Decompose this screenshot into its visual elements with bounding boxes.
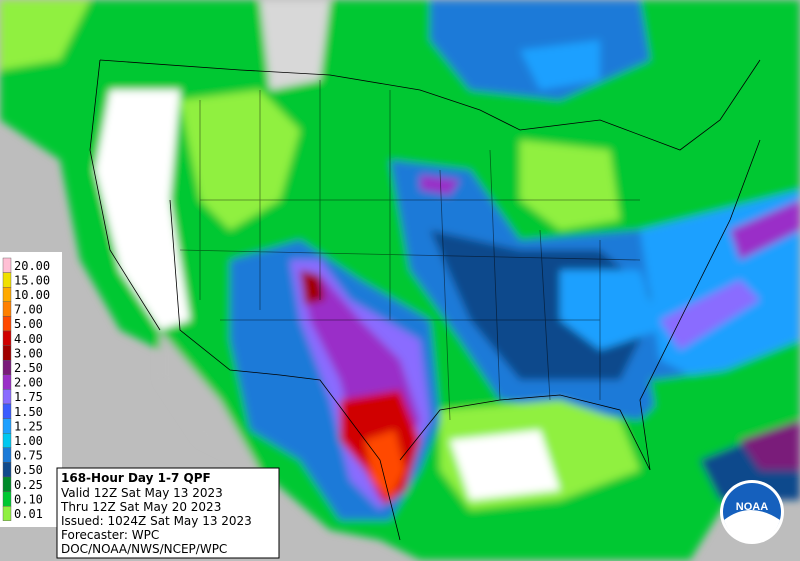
pacific-coast	[89, 59, 161, 331]
info-valid: Valid 12Z Sat May 13 2023	[61, 486, 223, 500]
logo-text: NOAA	[736, 501, 768, 513]
legend-swatch	[2, 374, 12, 390]
noaa-logo: NOAA	[720, 480, 784, 544]
legend-swatch	[2, 301, 12, 317]
legend-label: 3.00	[14, 346, 43, 360]
legend-swatch	[2, 447, 12, 463]
legend-swatch	[2, 330, 12, 346]
legend-label: 0.25	[14, 478, 43, 492]
logo-wave	[724, 510, 780, 542]
legend-label: 2.00	[14, 376, 43, 390]
info-title: 168-Hour Day 1-7 QPF	[61, 471, 211, 485]
legend-swatch	[2, 433, 12, 449]
info-forecaster: Forecaster: WPC	[61, 528, 159, 542]
legend-swatch	[2, 506, 12, 522]
legend-label: 10.00	[14, 288, 50, 302]
legend: 20.0015.0010.007.005.004.003.002.502.001…	[2, 257, 50, 522]
info-issued: Issued: 1024Z Sat May 13 2023	[61, 514, 252, 528]
gulf-coast	[399, 394, 651, 471]
legend-label: 1.75	[14, 390, 43, 404]
legend-swatch	[2, 389, 12, 405]
legend-swatch	[2, 345, 12, 361]
info-box	[56, 467, 280, 559]
legend-swatch	[2, 316, 12, 332]
info-thru: Thru 12Z Sat May 20 2023	[60, 500, 221, 514]
legend-swatch	[2, 360, 12, 376]
legend-swatch	[2, 462, 12, 478]
legend-label: 0.75	[14, 449, 43, 463]
legend-swatch	[2, 287, 12, 303]
us-mexico-border	[169, 199, 401, 541]
legend-swatch	[2, 403, 12, 419]
legend-label: 15.00	[14, 273, 50, 287]
legend-swatch	[2, 476, 12, 492]
legend-label: 20.00	[14, 259, 50, 273]
state-lines	[179, 80, 641, 421]
legend-label: 1.50	[14, 405, 43, 419]
legend-label: 0.10	[14, 492, 43, 506]
info-agency: DOC/NOAA/NWS/NCEP/WPC	[61, 542, 227, 556]
legend-swatch	[2, 491, 12, 507]
legend-label: 0.01	[14, 507, 43, 521]
legend-label: 0.50	[14, 463, 43, 477]
legend-swatch	[2, 272, 12, 288]
legend-label: 2.50	[14, 361, 43, 375]
legend-label: 7.00	[14, 303, 43, 317]
atlantic-coast	[639, 139, 761, 471]
boundaries	[89, 59, 761, 541]
legend-label: 1.25	[14, 419, 43, 433]
legend-swatch	[2, 257, 12, 273]
legend-label: 1.00	[14, 434, 43, 448]
legend-swatch	[2, 418, 12, 434]
legend-label: 4.00	[14, 332, 43, 346]
legend-label: 5.00	[14, 317, 43, 331]
us-canada-border	[99, 59, 761, 151]
